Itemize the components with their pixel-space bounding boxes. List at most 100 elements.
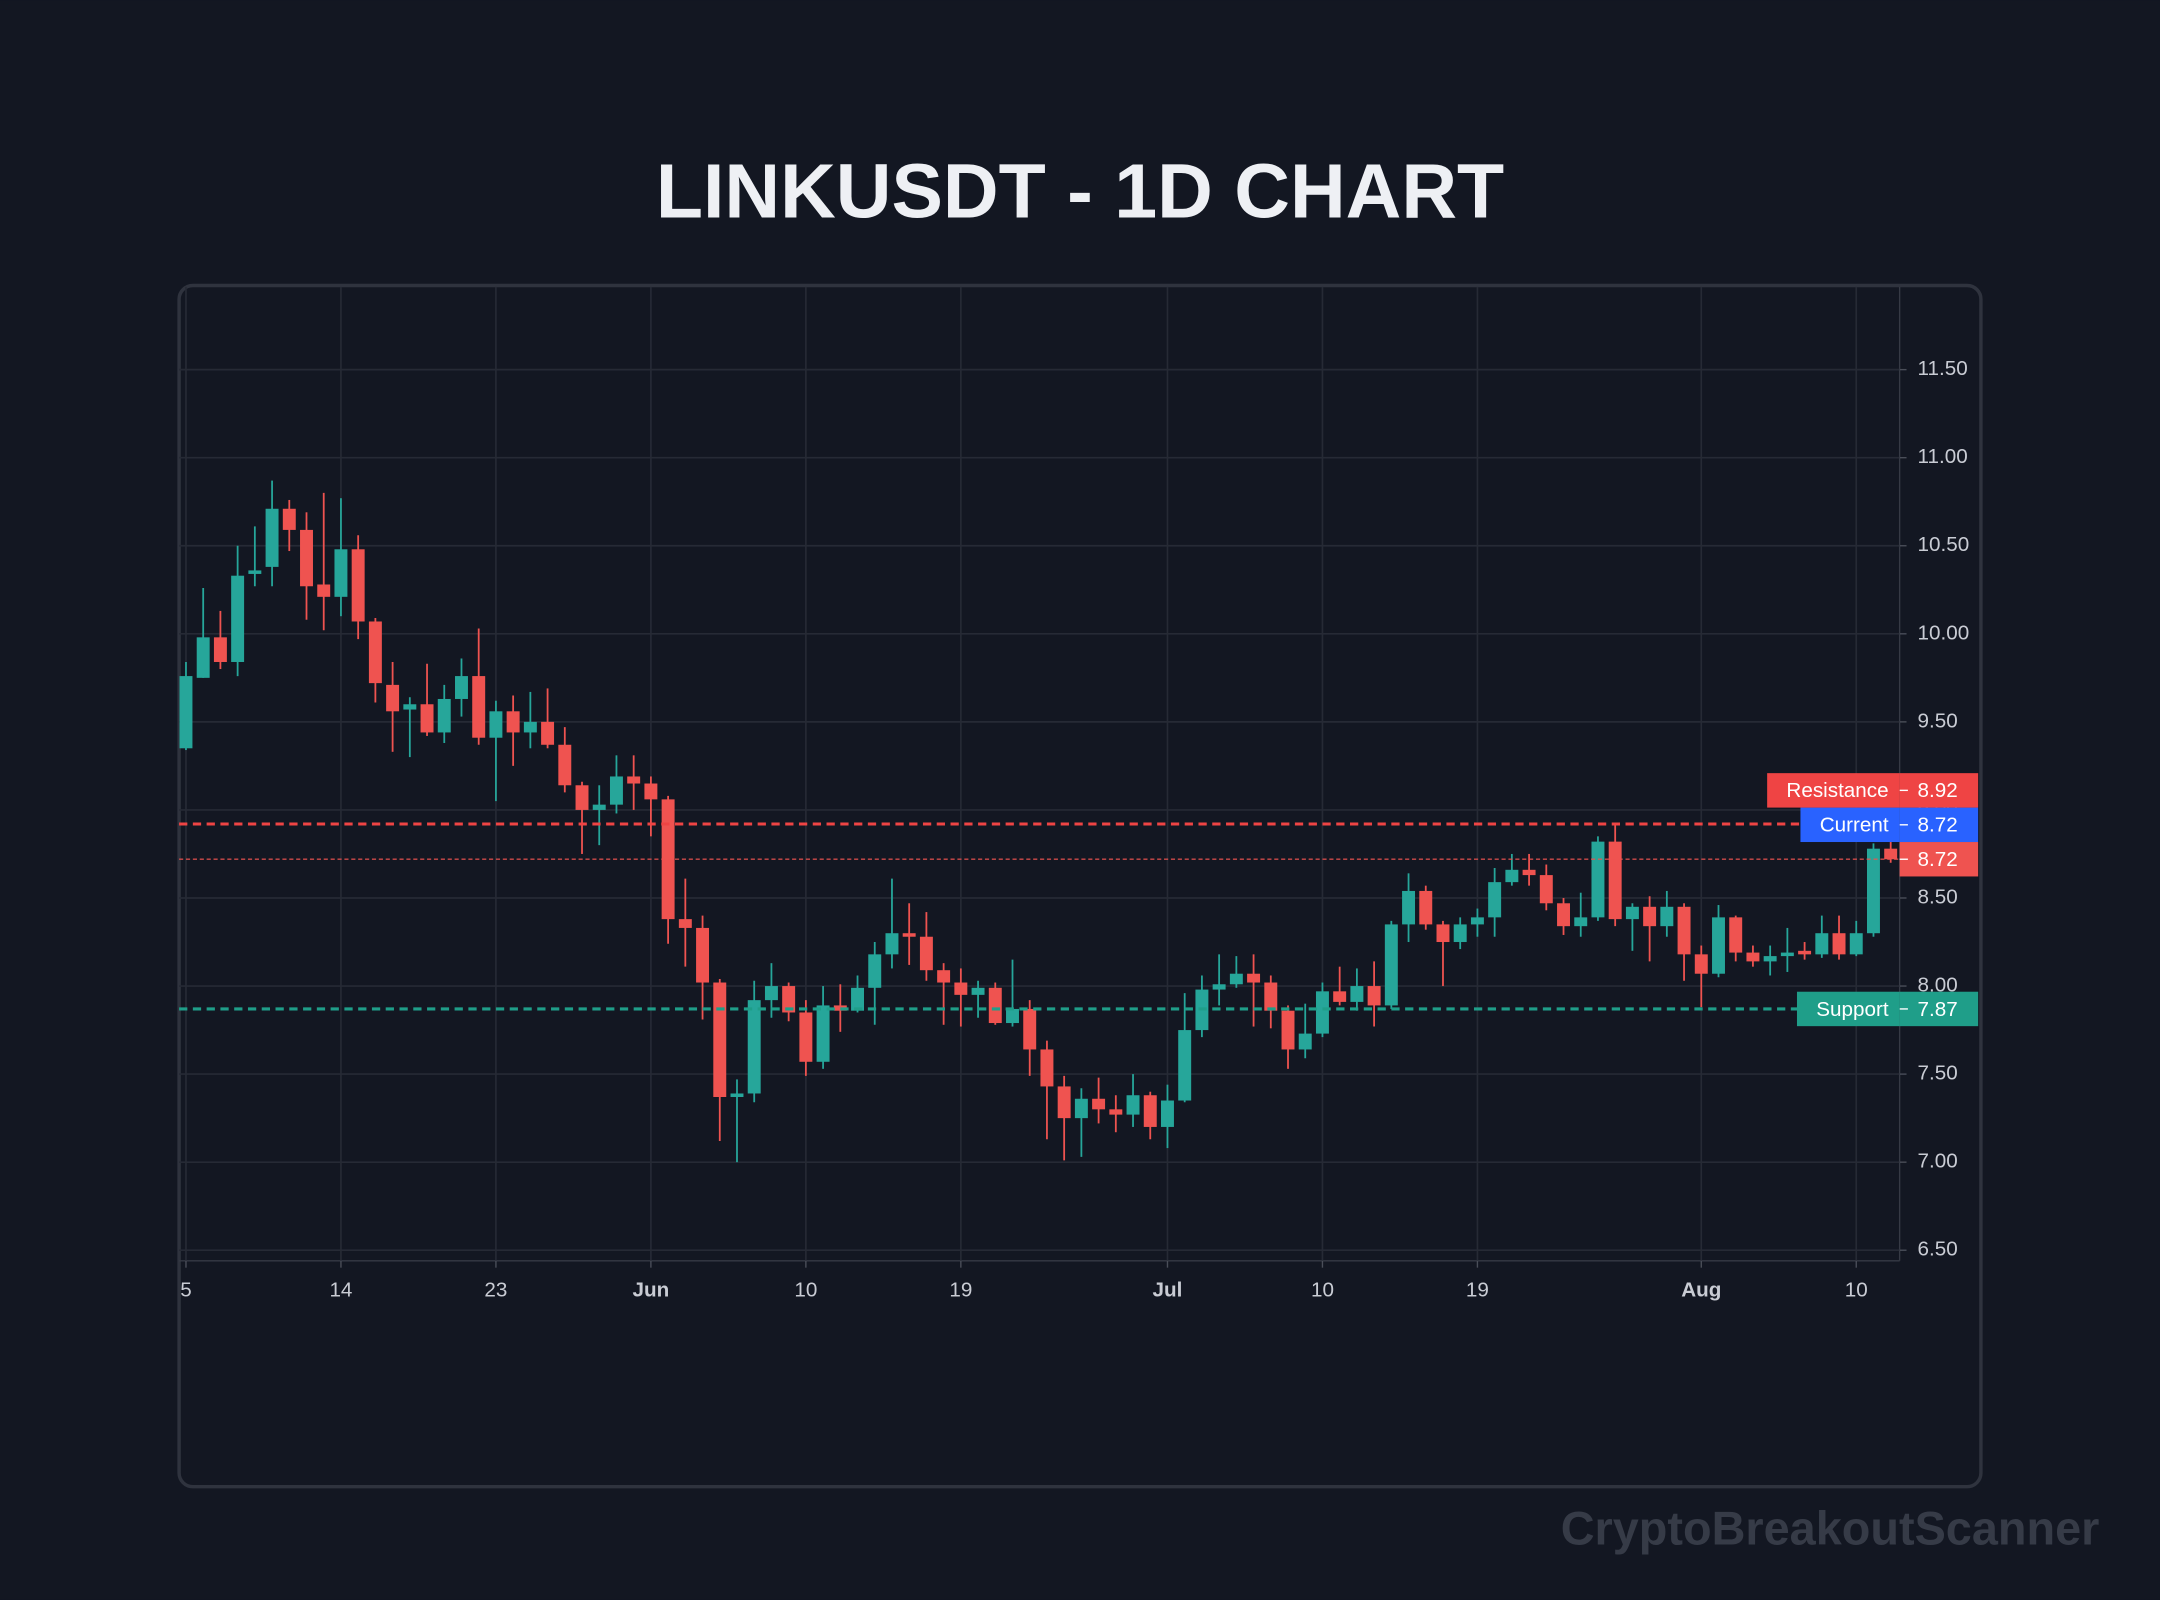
price-tag-value: 7.87: [1918, 998, 1958, 1021]
candle-body: [523, 721, 537, 733]
candle-body: [1608, 841, 1622, 920]
price-tag-name: Support: [1816, 998, 1889, 1021]
candle-body: [368, 621, 382, 684]
candle-body: [317, 584, 331, 597]
candle-body: [1126, 1095, 1140, 1115]
candle-body: [1143, 1095, 1157, 1127]
price-tag-name: Resistance: [1786, 779, 1888, 802]
candle-body: [1798, 950, 1812, 955]
price-tag-value-box: [1899, 842, 1979, 877]
candle-body: [1333, 991, 1347, 1002]
candle-body: [420, 704, 434, 733]
candle-body: [1367, 986, 1381, 1006]
candle-body: [1522, 869, 1536, 876]
candle-body: [1006, 1008, 1019, 1024]
candle-body: [1694, 954, 1708, 974]
y-tick-label: 6.50: [1918, 1238, 1958, 1261]
grid: 6.507.007.508.008.509.009.5010.0010.5011…: [179, 286, 1970, 1302]
candle-body: [1161, 1100, 1174, 1127]
candle-body: [592, 804, 606, 810]
candle-body: [1315, 991, 1329, 1034]
price-tag-value: 8.72: [1918, 814, 1958, 837]
price-tag-name-box: [1800, 807, 1900, 843]
candle-body: [179, 676, 193, 749]
candle-body: [971, 987, 985, 995]
candle-body: [196, 637, 210, 678]
candle-body: [954, 982, 968, 995]
candle-body: [799, 1012, 813, 1062]
candle-body: [919, 936, 933, 971]
candle-body: [747, 1000, 761, 1094]
candle-body: [1660, 906, 1674, 927]
y-tick-label: 11.00: [1918, 445, 1968, 468]
y-tick-label: 10.00: [1918, 621, 1970, 644]
candle-body: [1866, 848, 1880, 934]
candle-body: [265, 508, 279, 567]
candle-body: [1074, 1098, 1088, 1119]
y-tick-label: 8.00: [1918, 974, 1958, 997]
candle-body: [489, 711, 503, 738]
price-tag: 8.72: [1899, 842, 1979, 877]
candle-body: [1780, 952, 1794, 957]
y-tick-label: 10.50: [1918, 533, 1970, 556]
candle-body: [1505, 869, 1519, 883]
y-tick-label: 8.50: [1918, 885, 1958, 908]
price-tag-value-box: [1899, 773, 1979, 808]
candle-body: [248, 570, 262, 574]
x-tick-label: 19: [949, 1279, 972, 1302]
candle-body: [1298, 1033, 1312, 1050]
candle-body: [678, 919, 692, 928]
x-tick-label: Aug: [1681, 1279, 1721, 1302]
candle-body: [1092, 1098, 1106, 1110]
candle-body: [455, 676, 468, 699]
candle-body: [782, 986, 796, 1013]
candle-body: [1849, 933, 1863, 955]
candle-body: [644, 783, 658, 800]
x-tick-label: 5: [180, 1279, 192, 1302]
candle-body: [1229, 973, 1243, 985]
chart-title: LINKUSDT - 1D CHART: [656, 149, 1504, 235]
candles: [179, 480, 1898, 1163]
price-tag: 7.87 Support: [1796, 991, 1979, 1027]
x-tick-label: 10: [794, 1279, 817, 1302]
candle-body: [1212, 984, 1226, 990]
x-tick-label: Jul: [1153, 1279, 1183, 1302]
candle-body: [609, 776, 623, 805]
candle-body: [1178, 1030, 1192, 1101]
candle-body: [1109, 1109, 1123, 1115]
candle-body: [575, 785, 589, 810]
candle-body: [1402, 890, 1416, 925]
candle-body: [1643, 906, 1657, 927]
candle-body: [1677, 906, 1691, 955]
candle-body: [868, 954, 882, 988]
candle-body: [1281, 1010, 1295, 1050]
price-tag: 8.72 Current: [1800, 807, 1979, 843]
x-tick-label: Jun: [633, 1279, 670, 1302]
candle-body: [1023, 1008, 1037, 1050]
candle-body: [282, 508, 296, 530]
candle-body: [885, 933, 899, 955]
candle-body: [902, 933, 916, 937]
x-tick-label: 10: [1845, 1279, 1868, 1302]
candle-body: [1763, 956, 1777, 962]
candle-body: [1625, 906, 1639, 920]
candle-body: [1247, 973, 1261, 983]
x-tick-label: 19: [1466, 1279, 1489, 1302]
candle-body: [937, 970, 951, 983]
candle-body: [334, 549, 348, 597]
watermark: CryptoBreakoutScanner: [1561, 1503, 2100, 1555]
candle-body: [437, 698, 451, 733]
price-tag-name-box: [1796, 991, 1900, 1027]
x-tick-label: 10: [1311, 1279, 1334, 1302]
candle-body: [696, 927, 710, 983]
price-tag-value: 8.92: [1918, 779, 1958, 802]
candle-body: [988, 987, 1002, 1024]
chart-panel: [177, 283, 1983, 1489]
y-tick-label: 7.50: [1918, 1062, 1958, 1085]
price-tag-value: 8.72: [1918, 848, 1958, 871]
candle-body: [506, 711, 520, 733]
candle-body: [558, 744, 572, 786]
candle-body: [816, 1005, 830, 1062]
